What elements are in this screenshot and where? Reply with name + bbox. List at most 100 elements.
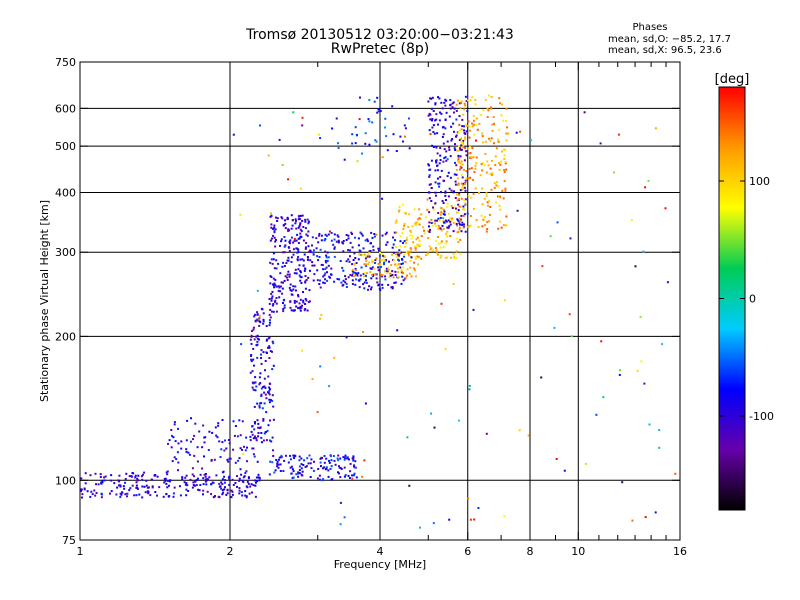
scatter-point <box>374 273 377 276</box>
scatter-point <box>253 455 256 458</box>
scatter-point <box>379 110 382 112</box>
scatter-point <box>124 493 127 496</box>
scatter-point <box>268 298 271 300</box>
scatter-point <box>639 315 642 318</box>
scatter-point <box>217 424 220 427</box>
scatter-point <box>365 279 367 282</box>
scatter-point <box>500 103 503 106</box>
scatter-point <box>250 483 253 486</box>
scatter-point <box>495 184 498 187</box>
scatter-point <box>198 489 201 492</box>
scatter-point <box>466 99 469 102</box>
scatter-point <box>223 488 226 491</box>
scatter-point <box>446 235 449 238</box>
scatter-point <box>304 281 307 284</box>
scatter-point <box>185 474 188 477</box>
scatter-point <box>384 278 387 281</box>
scatter-point <box>99 473 102 476</box>
scatter-point <box>339 523 342 526</box>
scatter-point <box>347 234 350 237</box>
scatter-point <box>447 226 450 229</box>
scatter-point <box>316 279 319 282</box>
scatter-point <box>461 125 464 128</box>
scatter-point <box>450 139 453 142</box>
scatter-point <box>368 285 371 288</box>
scatter-point <box>289 466 292 469</box>
scatter-point <box>312 253 315 256</box>
scatter-point <box>411 234 414 237</box>
scatter-point <box>347 249 350 252</box>
scatter-point <box>250 334 253 337</box>
scatter-point <box>455 135 457 138</box>
scatter-point <box>285 262 288 264</box>
scatter-point <box>373 235 376 238</box>
scatter-point <box>378 287 381 290</box>
scatter-point <box>378 249 380 252</box>
scatter-point <box>473 133 476 136</box>
scatter-point <box>287 178 290 181</box>
scatter-point <box>286 218 289 221</box>
scatter-point <box>347 276 350 279</box>
scatter-point <box>283 304 286 307</box>
scatter-point <box>337 235 340 238</box>
scatter-point <box>405 251 408 254</box>
scatter-point <box>268 345 271 348</box>
scatter-point <box>382 258 385 261</box>
scatter-point <box>258 338 260 341</box>
scatter-point <box>502 119 505 122</box>
scatter-point <box>236 475 238 478</box>
scatter-point <box>297 255 300 258</box>
scatter-point <box>228 483 231 486</box>
scatter-point <box>257 426 260 429</box>
scatter-point <box>480 214 483 217</box>
scatter-point <box>634 265 637 268</box>
scatter-point <box>434 222 436 225</box>
scatter-point <box>173 423 176 426</box>
scatter-point <box>465 170 468 172</box>
scatter-point <box>298 264 301 267</box>
scatter-point <box>277 458 280 461</box>
scatter-point <box>262 320 265 323</box>
scatter-point <box>393 231 396 234</box>
scatter-point <box>491 159 493 162</box>
scatter-point <box>337 459 340 462</box>
scatter-point <box>399 240 402 243</box>
scatter-point <box>397 254 400 257</box>
scatter-point <box>351 474 354 477</box>
scatter-point <box>391 246 394 249</box>
scatter-point <box>452 252 455 255</box>
scatter-point <box>437 227 440 230</box>
scatter-point <box>357 272 360 275</box>
scatter-point <box>463 129 466 132</box>
y-tick-label: 600 <box>55 102 76 115</box>
scatter-point <box>301 219 304 222</box>
scatter-point <box>455 109 458 112</box>
scatter-point <box>301 349 303 352</box>
scatter-point <box>274 228 277 231</box>
scatter-point <box>342 456 345 459</box>
scatter-point <box>459 147 462 150</box>
scatter-point <box>270 276 273 278</box>
scatter-point <box>255 344 258 347</box>
scatter-point <box>400 263 403 265</box>
scatter-point <box>370 267 373 270</box>
scatter-point <box>287 246 290 249</box>
scatter-point <box>135 481 138 484</box>
scatter-point <box>201 446 204 449</box>
scatter-point <box>353 275 356 277</box>
scatter-point <box>190 417 192 420</box>
scatter-point <box>444 242 447 245</box>
scatter-point <box>345 239 348 241</box>
scatter-point <box>364 239 367 242</box>
scatter-point <box>276 220 279 222</box>
scatter-point <box>472 192 475 195</box>
scatter-point <box>302 299 305 302</box>
scatter-point <box>265 439 268 442</box>
scatter-point <box>295 473 298 476</box>
scatter-point <box>251 381 254 384</box>
scatter-point <box>403 124 406 127</box>
scatter-point <box>348 458 350 461</box>
scatter-point <box>223 449 226 452</box>
scatter-point <box>319 137 322 139</box>
y-tick-label: 300 <box>55 246 76 259</box>
